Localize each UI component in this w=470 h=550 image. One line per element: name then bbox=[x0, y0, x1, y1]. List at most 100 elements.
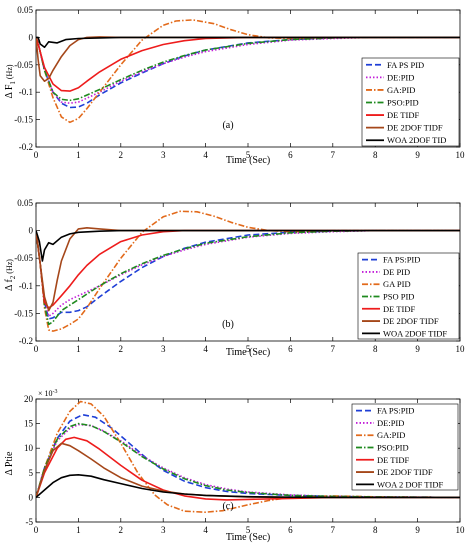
legend-entry: DE 2DOF TIDF bbox=[383, 316, 439, 326]
series-line-pso-pid bbox=[36, 422, 460, 499]
series-group bbox=[36, 19, 460, 124]
series-line-de-pid bbox=[36, 36, 460, 104]
series-line-fa-ps-pid bbox=[36, 229, 460, 320]
x-tick-label: 9 bbox=[415, 525, 420, 535]
legend-entry: PSO PID bbox=[383, 292, 414, 302]
y-tick-label: -0.1 bbox=[19, 87, 33, 97]
x-tick-label: 3 bbox=[161, 150, 166, 160]
y-tick-label: 0.05 bbox=[17, 198, 33, 208]
series-line-ga-pid bbox=[36, 210, 460, 332]
legend: FA PS PID DE:PID GA:PID PSO:PID DE TIDF DE 2D… bbox=[361, 57, 460, 147]
x-tick-label: 0 bbox=[34, 150, 39, 160]
x-tick-label: 2 bbox=[119, 150, 124, 160]
x-axis-label: Time (Sec) bbox=[226, 532, 270, 543]
series-line-de-tidf bbox=[36, 436, 460, 501]
series-line-pso-pid bbox=[36, 229, 460, 326]
x-tick-label: 7 bbox=[331, 344, 336, 354]
y-tick-label: 10 bbox=[24, 443, 34, 453]
legend-entry: DE TIDF bbox=[383, 304, 415, 314]
legend-entry: FA PS:PID bbox=[377, 406, 414, 416]
x-tick-label: 6 bbox=[288, 525, 293, 535]
x-tick-label: 5 bbox=[246, 344, 251, 354]
y-tick-label: -0.2 bbox=[19, 336, 33, 346]
legend-entry: DE 2DOF TIDF bbox=[377, 467, 433, 477]
series-line-woa-2dof-tidf bbox=[36, 229, 460, 262]
x-tick-label: 8 bbox=[373, 150, 378, 160]
x-tick-label: 8 bbox=[373, 344, 378, 354]
legend-entry: FA PS:PID bbox=[383, 255, 420, 265]
y-tick-label: 0 bbox=[29, 226, 34, 236]
series-line-pso-pid bbox=[36, 36, 460, 102]
x-tick-label: 1 bbox=[76, 525, 81, 535]
legend-box bbox=[357, 252, 460, 340]
legend-entry: DE:PID bbox=[387, 72, 414, 82]
legend-entry: PSO:PID bbox=[377, 443, 409, 453]
y-tick-label: -0.15 bbox=[14, 308, 33, 318]
legend-entry: GA:PID bbox=[387, 85, 415, 95]
x-tick-label: 4 bbox=[203, 525, 208, 535]
y-tick-label: 0 bbox=[29, 32, 34, 42]
legend-entry: WOA 2DOF TID bbox=[387, 135, 446, 145]
legend-entry: DE PID bbox=[383, 267, 410, 277]
x-tick-label: 6 bbox=[288, 344, 293, 354]
x-tick-label: 4 bbox=[203, 150, 208, 160]
series-group bbox=[36, 210, 460, 332]
legend-entry: PSO:PID bbox=[387, 98, 419, 108]
panel-label: (c) bbox=[222, 501, 233, 512]
x-tick-label: 1 bbox=[76, 150, 81, 160]
legend-entry: GA PID bbox=[383, 279, 411, 289]
panel-label: (a) bbox=[222, 120, 233, 131]
x-tick-label: 2 bbox=[119, 344, 124, 354]
x-tick-label: 10 bbox=[456, 525, 466, 535]
y-axis-label: Δ Ptie bbox=[4, 451, 15, 475]
chart-panel-1: 0 1 2 3 4 5 6 7 8 9 10 -0.2 -0.15 -0.1 -0.05 0 0.05 (a) Ti… bbox=[4, 5, 465, 166]
y-multiplier: × 10-3 bbox=[38, 389, 58, 398]
y-tick-label: -0.1 bbox=[19, 281, 33, 291]
x-tick-label: 4 bbox=[203, 344, 208, 354]
x-tick-label: 9 bbox=[415, 344, 420, 354]
x-tick-label: 10 bbox=[456, 150, 466, 160]
series-line-woa-2-dof-tidf bbox=[36, 473, 460, 499]
y-tick-label: -0.2 bbox=[19, 142, 33, 152]
y-tick-label: 20 bbox=[24, 394, 34, 404]
y-axis-label: Δ f2 (Hz) bbox=[4, 259, 17, 291]
x-tick-label: 7 bbox=[331, 525, 336, 535]
legend-entry: FA PS PID bbox=[387, 60, 424, 70]
series-line-ga-pid bbox=[36, 400, 460, 514]
y-tick-label: -0.05 bbox=[14, 253, 33, 263]
legend-entry: WOA 2DOF TIDF bbox=[383, 328, 447, 338]
x-tick-label: 8 bbox=[373, 525, 378, 535]
y-tick-label: -0.15 bbox=[14, 115, 33, 125]
series-line-woa-2dof-tid bbox=[36, 36, 460, 49]
panel-label: (b) bbox=[222, 319, 234, 330]
legend-entry: DE:PID bbox=[377, 418, 404, 428]
x-tick-label: 0 bbox=[34, 525, 39, 535]
legend: FA PS:PID DE PID GA PID PSO PID DE TIDF DE 2D… bbox=[357, 252, 460, 340]
y-tick-label: 0.05 bbox=[17, 5, 33, 15]
legend-entry: WOA 2 DOF TIDF bbox=[377, 479, 443, 489]
y-tick-label: 15 bbox=[24, 419, 34, 429]
chart-panel-2: 0 1 2 3 4 5 6 7 8 9 10 -0.2 -0.15 -0.1 -0.05 0 0.05 (b) Ti… bbox=[4, 198, 465, 358]
legend-entry: GA:PID bbox=[377, 430, 405, 440]
x-tick-label: 6 bbox=[288, 150, 293, 160]
x-axis-label: Time (Sec) bbox=[226, 347, 270, 358]
x-tick-label: 3 bbox=[161, 525, 166, 535]
x-axis-label: Time (Sec) bbox=[226, 155, 270, 166]
x-tick-label: 9 bbox=[415, 150, 420, 160]
y-tick-label: 0 bbox=[29, 492, 34, 502]
legend: FA PS:PID DE:PID GA:PID PSO:PID DE TIDF DE 2D… bbox=[351, 403, 459, 491]
legend-entry: DE TIDF bbox=[387, 110, 419, 120]
x-tick-label: 5 bbox=[246, 150, 251, 160]
series-group bbox=[36, 400, 460, 514]
x-tick-label: 10 bbox=[456, 344, 466, 354]
y-tick-label: 5 bbox=[29, 468, 34, 478]
x-tick-label: 5 bbox=[246, 525, 251, 535]
x-tick-label: 0 bbox=[34, 344, 39, 354]
legend-entry: DE TIDF bbox=[377, 455, 409, 465]
x-tick-label: 7 bbox=[331, 150, 336, 160]
y-tick-label: -5 bbox=[26, 517, 34, 527]
x-tick-label: 1 bbox=[76, 344, 81, 354]
x-tick-label: 3 bbox=[161, 344, 166, 354]
